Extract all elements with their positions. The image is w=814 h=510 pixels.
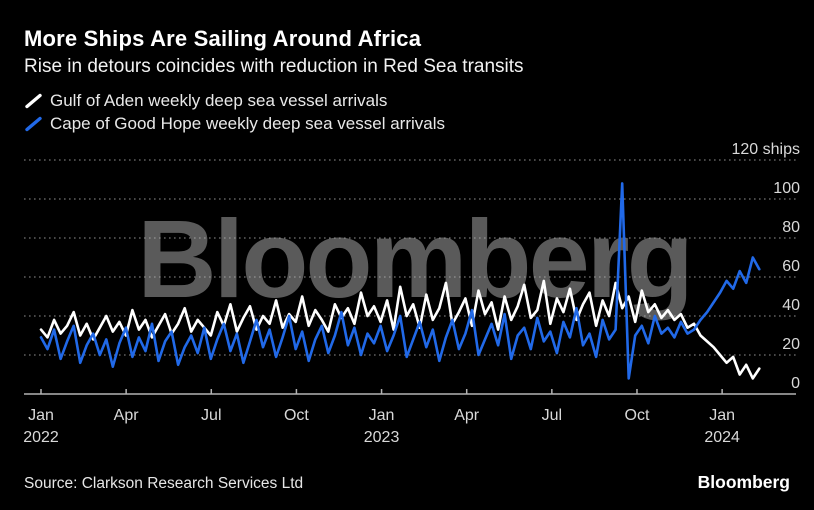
series-line-gulf-of-aden <box>39 279 761 380</box>
x-axis-month-label: Jul <box>542 407 562 424</box>
chart-subtitle: Rise in detours coincides with reduction… <box>24 56 524 77</box>
bloomberg-logo: Bloomberg <box>697 472 790 492</box>
series-line-cape-of-good-hope <box>39 182 761 380</box>
white-line-swatch-icon <box>25 93 42 108</box>
legend-item-label: Cape of Good Hope weekly deep sea vessel… <box>50 113 445 133</box>
x-axis-month-label: Jan <box>709 407 735 424</box>
x-axis-year-label: 2023 <box>364 429 400 446</box>
legend-item-label: Gulf of Aden weekly deep sea vessel arri… <box>50 90 388 110</box>
x-axis-year-label: 2022 <box>23 429 59 446</box>
legend-item-gulf-of-aden: Gulf of Aden weekly deep sea vessel arri… <box>24 89 445 112</box>
source-note: Source: Clarkson Research Services Ltd <box>24 475 304 492</box>
y-axis-label-0: 0 <box>791 375 800 392</box>
y-axis-label-100: 100 <box>773 180 800 197</box>
x-axis-month-label: Jul <box>201 407 221 424</box>
y-axis-label-120: 120 ships <box>732 141 801 158</box>
x-axis-month-label: Apr <box>114 407 140 424</box>
x-axis-month-label: Oct <box>625 407 650 424</box>
x-axis-month-label: Oct <box>284 407 309 424</box>
legend: Gulf of Aden weekly deep sea vessel arri… <box>24 89 445 135</box>
watermark-text: Bloomberg <box>137 198 691 321</box>
x-axis-month-label: Jan <box>369 407 395 424</box>
chart-title: More Ships Are Sailing Around Africa <box>24 26 422 51</box>
y-axis-label-60: 60 <box>782 258 800 275</box>
blue-line-swatch-icon <box>25 116 42 131</box>
legend-item-cape-of-good-hope: Cape of Good Hope weekly deep sea vessel… <box>24 112 445 135</box>
y-axis-label-20: 20 <box>782 336 800 353</box>
x-axis-year-label: 2024 <box>704 429 740 446</box>
y-axis-label-40: 40 <box>782 297 800 314</box>
y-axis-label-80: 80 <box>782 219 800 236</box>
x-axis-month-label: Apr <box>454 407 480 424</box>
x-axis-month-label: Jan <box>28 407 54 424</box>
